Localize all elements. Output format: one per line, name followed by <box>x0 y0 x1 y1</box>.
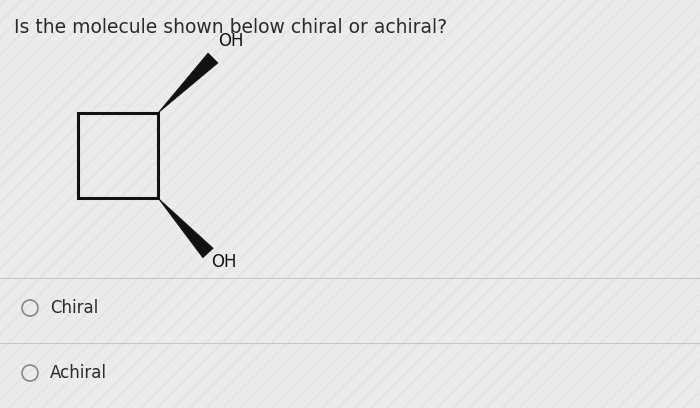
Polygon shape <box>158 53 218 113</box>
Text: OH: OH <box>211 253 237 271</box>
Text: Chiral: Chiral <box>50 299 98 317</box>
Text: OH: OH <box>218 32 244 50</box>
Polygon shape <box>158 198 214 258</box>
Text: Is the molecule shown below chiral or achiral?: Is the molecule shown below chiral or ac… <box>14 18 447 37</box>
Text: Achiral: Achiral <box>50 364 107 382</box>
